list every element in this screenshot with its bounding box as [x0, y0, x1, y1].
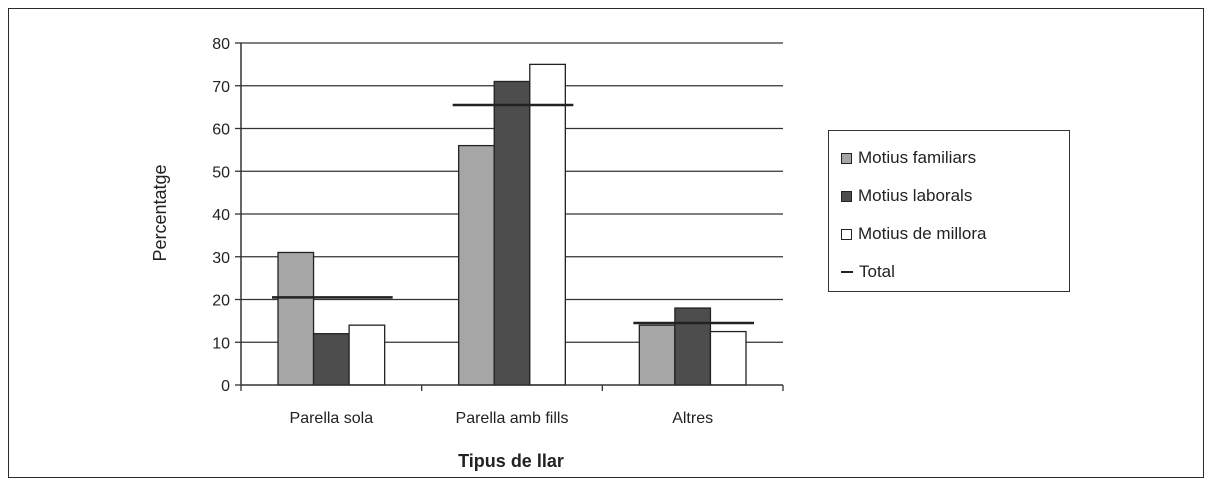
- x-category-label: Parella amb fills: [456, 410, 569, 427]
- bar-motius-de-millora: [529, 63, 566, 386]
- bar-motius-laborals: [312, 333, 350, 386]
- y-tick-label: 40: [212, 207, 230, 224]
- y-tick-label: 20: [212, 293, 230, 310]
- x-category-label: Parella sola: [290, 410, 374, 427]
- bar-motius-familiars: [638, 324, 676, 386]
- y-tick-label: 0: [221, 378, 230, 395]
- bar-motius-familiars: [458, 144, 495, 386]
- legend-item-laborals: Motius laborals: [841, 177, 1059, 215]
- bar-motius-laborals: [493, 80, 531, 386]
- y-tick-label: 80: [212, 36, 230, 53]
- tick-labels: 0 10 20 30 40 50 60 70 80 Parella sola Parella amb…: [212, 36, 713, 427]
- total-markers: [272, 103, 754, 325]
- legend-line-total: [841, 271, 853, 273]
- y-tick-label: 30: [212, 250, 230, 267]
- legend-label-total: Total: [859, 262, 895, 281]
- bar-motius-laborals: [674, 307, 712, 386]
- x-category-label: Altres: [672, 410, 713, 427]
- x-axis-title: Tipus de llar: [458, 451, 564, 471]
- legend-item-total: Total: [841, 253, 1059, 291]
- legend-label-laborals: Motius laborals: [858, 186, 973, 205]
- y-tick-label: 70: [212, 79, 230, 96]
- legend-swatch-laborals: [841, 190, 852, 202]
- axes: [235, 42, 784, 391]
- legend-label-familiars: Motius familiars: [858, 148, 977, 167]
- y-tick-label: 50: [212, 164, 230, 181]
- bar-motius-familiars: [277, 251, 315, 386]
- bar-motius-de-millora: [348, 324, 386, 386]
- legend-item-millora: Motius de millora: [841, 215, 1059, 253]
- legend-swatch-millora: [841, 228, 852, 240]
- bars: [277, 63, 747, 386]
- legend-item-familiars: Motius familiars: [841, 139, 1059, 177]
- legend-swatch-familiars: [841, 152, 852, 164]
- y-tick-label: 60: [212, 122, 230, 139]
- legend-label-millora: Motius de millora: [858, 224, 987, 243]
- y-tick-label: 10: [212, 335, 230, 352]
- bar-motius-de-millora: [709, 330, 747, 386]
- y-axis-title: Percentatge: [150, 164, 170, 261]
- legend: Motius familiars Motius laborals Motius …: [828, 130, 1070, 292]
